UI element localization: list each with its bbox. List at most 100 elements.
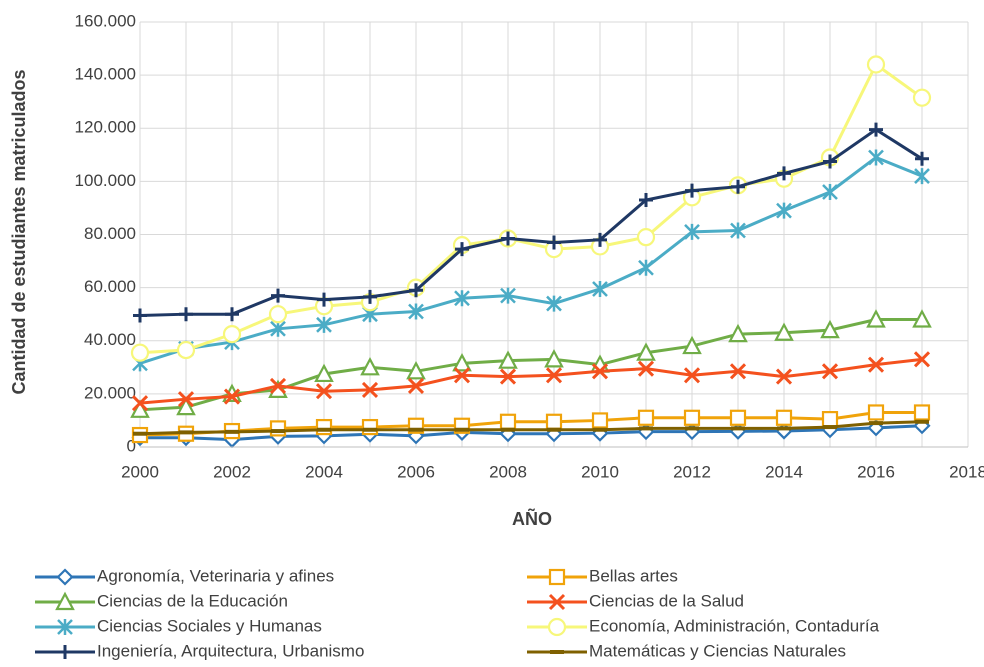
marker bbox=[408, 303, 424, 320]
marker bbox=[57, 619, 73, 635]
marker bbox=[638, 259, 654, 276]
marker bbox=[176, 340, 196, 360]
marker bbox=[314, 363, 334, 383]
series bbox=[130, 55, 932, 362]
y-tick-label: 60.000 bbox=[84, 277, 136, 296]
marker bbox=[317, 292, 331, 307]
marker bbox=[593, 232, 607, 247]
legend-label: Bellas artes bbox=[589, 566, 678, 585]
marker bbox=[777, 166, 791, 181]
marker bbox=[591, 363, 609, 380]
marker bbox=[501, 231, 515, 246]
marker bbox=[315, 383, 333, 400]
marker bbox=[271, 288, 285, 303]
marker bbox=[548, 568, 566, 586]
marker bbox=[775, 368, 793, 385]
marker bbox=[547, 235, 561, 250]
marker bbox=[637, 360, 655, 377]
marker bbox=[545, 367, 563, 384]
marker bbox=[130, 399, 150, 418]
marker bbox=[406, 360, 426, 380]
marker bbox=[915, 151, 929, 166]
legend-label: Matemáticas y Ciencias Naturales bbox=[589, 641, 846, 660]
marker bbox=[225, 307, 239, 322]
marker bbox=[591, 412, 609, 429]
x-tick-label: 2018 bbox=[949, 462, 984, 481]
marker bbox=[730, 222, 746, 239]
line bbox=[139, 62, 923, 355]
y-tick-label: 140.000 bbox=[75, 65, 136, 84]
marker bbox=[453, 367, 471, 384]
marker bbox=[409, 283, 423, 298]
x-tick-label: 2008 bbox=[489, 462, 527, 481]
series bbox=[131, 351, 931, 412]
x-tick-label: 2014 bbox=[765, 462, 803, 481]
marker bbox=[179, 307, 193, 322]
marker bbox=[316, 316, 332, 333]
series bbox=[130, 309, 932, 418]
x-tick-label: 2006 bbox=[397, 462, 435, 481]
series bbox=[133, 122, 929, 323]
legend-label: Agronomía, Veterinaria y afines bbox=[97, 566, 334, 585]
marker bbox=[729, 409, 747, 426]
marker bbox=[131, 395, 149, 412]
marker bbox=[682, 335, 702, 355]
line bbox=[139, 420, 923, 436]
marker bbox=[636, 342, 656, 361]
line bbox=[139, 357, 923, 405]
x-tick-label: 2016 bbox=[857, 462, 895, 481]
y-tick-label: 160.000 bbox=[75, 11, 136, 30]
y-tick-label: 80.000 bbox=[84, 224, 136, 243]
marker bbox=[499, 413, 517, 430]
marker bbox=[499, 368, 517, 385]
y-tick-label: 120.000 bbox=[75, 118, 136, 137]
legend-label: Economía, Administración, Contaduría bbox=[589, 616, 880, 635]
marker bbox=[546, 295, 562, 312]
marker bbox=[912, 309, 932, 328]
marker bbox=[269, 420, 287, 437]
series bbox=[133, 419, 929, 436]
marker bbox=[455, 242, 469, 257]
legend-label: Ciencias Sociales y Humanas bbox=[97, 616, 322, 635]
marker bbox=[363, 289, 377, 304]
y-tick-label: 100.000 bbox=[75, 171, 136, 190]
y-axis-label: Cantidad de estudiantes matriculados bbox=[9, 69, 29, 394]
marker bbox=[822, 184, 838, 200]
marker bbox=[823, 154, 837, 169]
marker bbox=[58, 645, 72, 659]
marker bbox=[820, 319, 840, 339]
marker bbox=[268, 305, 288, 324]
marker bbox=[547, 617, 567, 637]
x-tick-label: 2002 bbox=[213, 462, 251, 481]
line bbox=[139, 318, 922, 412]
marker bbox=[270, 320, 286, 337]
x-tick-label: 2004 bbox=[305, 462, 343, 481]
marker bbox=[454, 290, 470, 307]
marker bbox=[544, 349, 564, 368]
marker bbox=[133, 308, 147, 323]
marker bbox=[775, 409, 793, 426]
marker bbox=[867, 404, 885, 421]
line bbox=[139, 127, 923, 318]
marker bbox=[315, 418, 333, 436]
x-tick-label: 2010 bbox=[581, 462, 619, 481]
series bbox=[132, 149, 930, 372]
marker bbox=[55, 591, 75, 611]
marker bbox=[821, 363, 839, 380]
marker bbox=[176, 396, 196, 416]
marker bbox=[545, 413, 563, 430]
marker bbox=[866, 309, 886, 328]
marker bbox=[685, 183, 699, 198]
marker bbox=[500, 287, 516, 304]
y-tick-label: 40.000 bbox=[84, 330, 136, 349]
marker bbox=[683, 367, 701, 384]
x-tick-label: 2000 bbox=[121, 462, 159, 481]
marker bbox=[452, 352, 472, 372]
marker bbox=[683, 409, 701, 426]
x-tick-label: 2012 bbox=[673, 462, 711, 481]
y-tick-label: 0 bbox=[127, 436, 136, 455]
marker bbox=[130, 343, 150, 362]
marker bbox=[548, 593, 566, 611]
legend-label: Ciencias de la Educación bbox=[97, 591, 288, 610]
marker bbox=[776, 202, 792, 219]
